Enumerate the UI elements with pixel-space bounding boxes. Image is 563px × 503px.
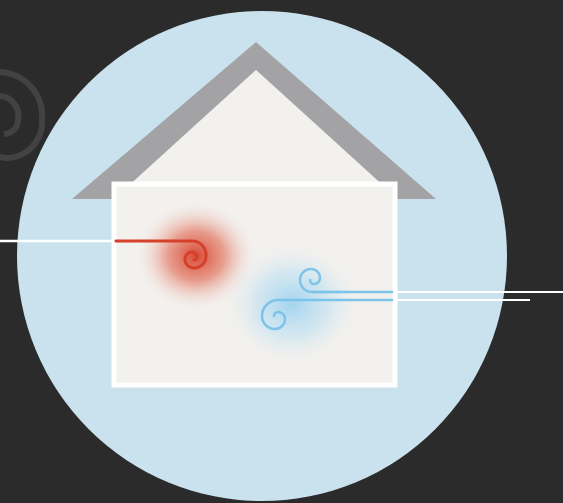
roof-shape — [72, 42, 436, 199]
cool-swirl-icon — [298, 267, 342, 294]
ghost-swirl-icon — [0, 69, 46, 162]
cool-glow — [220, 240, 364, 368]
heat-swirl-icon — [114, 239, 208, 270]
roof-gable — [114, 70, 398, 199]
